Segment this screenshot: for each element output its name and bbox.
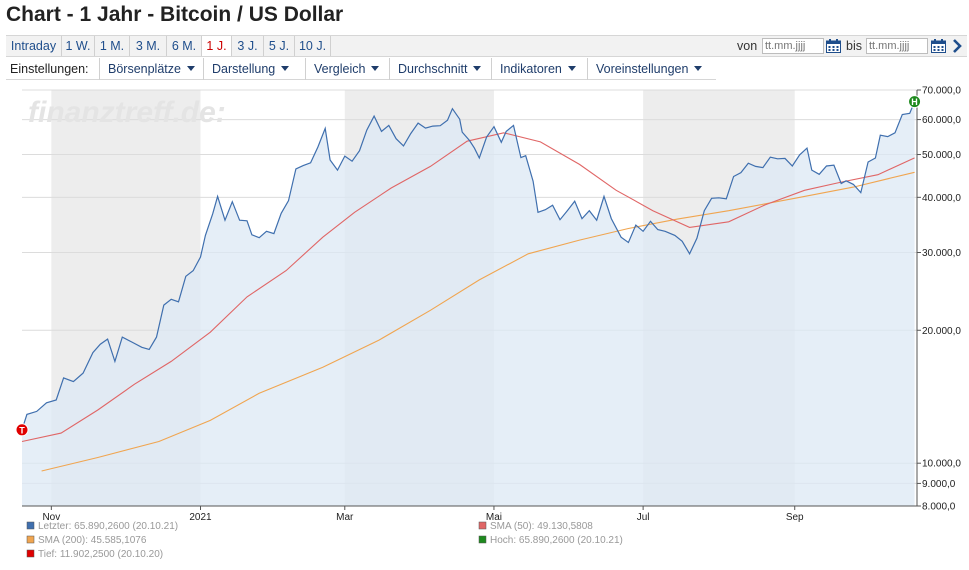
- caret-down-icon: [281, 66, 290, 71]
- caret-down-icon: [694, 66, 703, 71]
- legend: Letzter: 65.890,2600 (20.10.21) SMA (50):…: [26, 521, 623, 560]
- settings-menu-button[interactable]: Darstellung: [203, 58, 305, 80]
- to-date-input[interactable]: [866, 38, 928, 54]
- legend-item: Hoch: 65.890,2600 (20.10.21): [478, 535, 623, 546]
- marker-circle: [908, 95, 922, 109]
- range-tab[interactable]: 5 J.: [264, 36, 295, 56]
- axes: 70.000,0 60.000,0 50.000,0 40.000,0 30.000,0…: [22, 86, 961, 523]
- calendar-icon[interactable]: [931, 39, 946, 53]
- settings-menu-button[interactable]: Vergleich: [305, 58, 389, 80]
- legend-swatch: [26, 549, 35, 558]
- legend-swatch: [26, 521, 35, 530]
- settings-menu-button[interactable]: Indikatoren: [491, 58, 587, 80]
- range-tab[interactable]: 10 J.: [295, 36, 331, 56]
- extreme-markers: TH: [15, 95, 922, 437]
- range-toolbar: Intraday 1 W. 1 M. 3 M. 6 M. 1 J. 3 J. 5 J. 10 J…: [6, 35, 967, 57]
- x-tick-label: Jul: [637, 512, 650, 523]
- range-tab[interactable]: 3 J.: [232, 36, 264, 56]
- range-tab[interactable]: Intraday: [6, 36, 62, 56]
- menu-label: Voreinstellungen: [596, 62, 689, 76]
- caret-down-icon: [473, 66, 482, 71]
- x-tick-label: Nov: [42, 512, 60, 523]
- price-area: [22, 101, 915, 506]
- legend-label: Letzter: 65.890,2600 (20.10.21): [38, 521, 178, 532]
- price-line: [21, 101, 916, 430]
- legend-item: Tief: 11.902,2500 (20.10.20): [26, 549, 163, 560]
- settings-menu-button[interactable]: Voreinstellungen: [587, 58, 713, 80]
- caret-down-icon: [371, 66, 380, 71]
- caret-down-icon: [567, 66, 576, 71]
- x-tick-label: Mar: [336, 512, 354, 523]
- range-tab[interactable]: 3 M.: [130, 36, 167, 56]
- legend-item: Letzter: 65.890,2600 (20.10.21): [26, 521, 178, 532]
- y-tick-label: 70.000,0: [922, 86, 961, 97]
- to-label: bis: [846, 39, 862, 53]
- x-tick-label: Sep: [786, 512, 804, 523]
- legend-label: SMA (50): 49.130,5808: [490, 521, 593, 532]
- menu-label: Indikatoren: [500, 62, 562, 76]
- menu-label: Durchschnitt: [398, 62, 468, 76]
- sma200-line: [41, 171, 915, 472]
- menu-label: Vergleich: [314, 62, 366, 76]
- x-tick-label: Mai: [486, 512, 502, 523]
- range-tab[interactable]: 1 W.: [62, 36, 95, 56]
- y-tick-label: 50.000,0: [922, 150, 961, 161]
- menu-label: Börsenplätze: [108, 62, 181, 76]
- range-tab[interactable]: 1 M.: [95, 36, 130, 56]
- y-tick-label: 20.000,0: [922, 326, 961, 337]
- chevron-right-icon[interactable]: [951, 38, 963, 54]
- legend-item: SMA (50): 49.130,5808: [478, 521, 593, 532]
- sma50-line: [21, 132, 915, 443]
- y-tick-label: 30.000,0: [922, 248, 961, 259]
- settings-menu-button[interactable]: Durchschnitt: [389, 58, 491, 80]
- legend-swatch: [478, 521, 487, 530]
- price-chart: finanztreff.de: 70.000,0 60.000,0 50.000,0…: [15, 86, 961, 560]
- legend-label: Tief: 11.902,2500 (20.10.20): [38, 549, 163, 560]
- y-tick-label: 8.000,0: [922, 502, 956, 513]
- x-tick-label: 2021: [189, 512, 212, 523]
- settings-menu-button[interactable]: Börsenplätze: [99, 58, 203, 80]
- from-label: von: [737, 39, 758, 53]
- y-tick-label: 40.000,0: [922, 193, 961, 204]
- settings-toolbar: Einstellungen: Börsenplätze Darstellung Ve…: [6, 58, 716, 80]
- caret-down-icon: [186, 66, 195, 71]
- watermark: finanztreff.de:: [28, 96, 226, 129]
- marker-label: T: [19, 425, 25, 435]
- high-marker: H: [908, 95, 922, 109]
- marker-label: H: [911, 97, 918, 107]
- settings-label: Einstellungen:: [10, 62, 89, 76]
- legend-label: SMA (200): 45.585,1076: [38, 535, 147, 546]
- y-tick-label: 60.000,0: [922, 115, 961, 126]
- range-tab[interactable]: 1 J.: [202, 36, 232, 56]
- marker-circle: [15, 423, 29, 437]
- legend-label: Hoch: 65.890,2600 (20.10.21): [490, 535, 623, 546]
- legend-item: SMA (200): 45.585,1076: [26, 535, 147, 546]
- legend-swatch: [478, 535, 487, 544]
- low-marker: T: [15, 423, 29, 437]
- range-tab[interactable]: 6 M.: [167, 36, 202, 56]
- calendar-icon[interactable]: [826, 39, 841, 53]
- y-tick-label: 9.000,0: [922, 479, 956, 490]
- page-title: Chart - 1 Jahr - Bitcoin / US Dollar: [6, 3, 344, 26]
- series-layer: [21, 101, 916, 506]
- legend-swatch: [26, 535, 35, 544]
- y-tick-label: 10.000,0: [922, 459, 961, 470]
- from-date-input[interactable]: [762, 38, 824, 54]
- menu-label: Darstellung: [212, 62, 276, 76]
